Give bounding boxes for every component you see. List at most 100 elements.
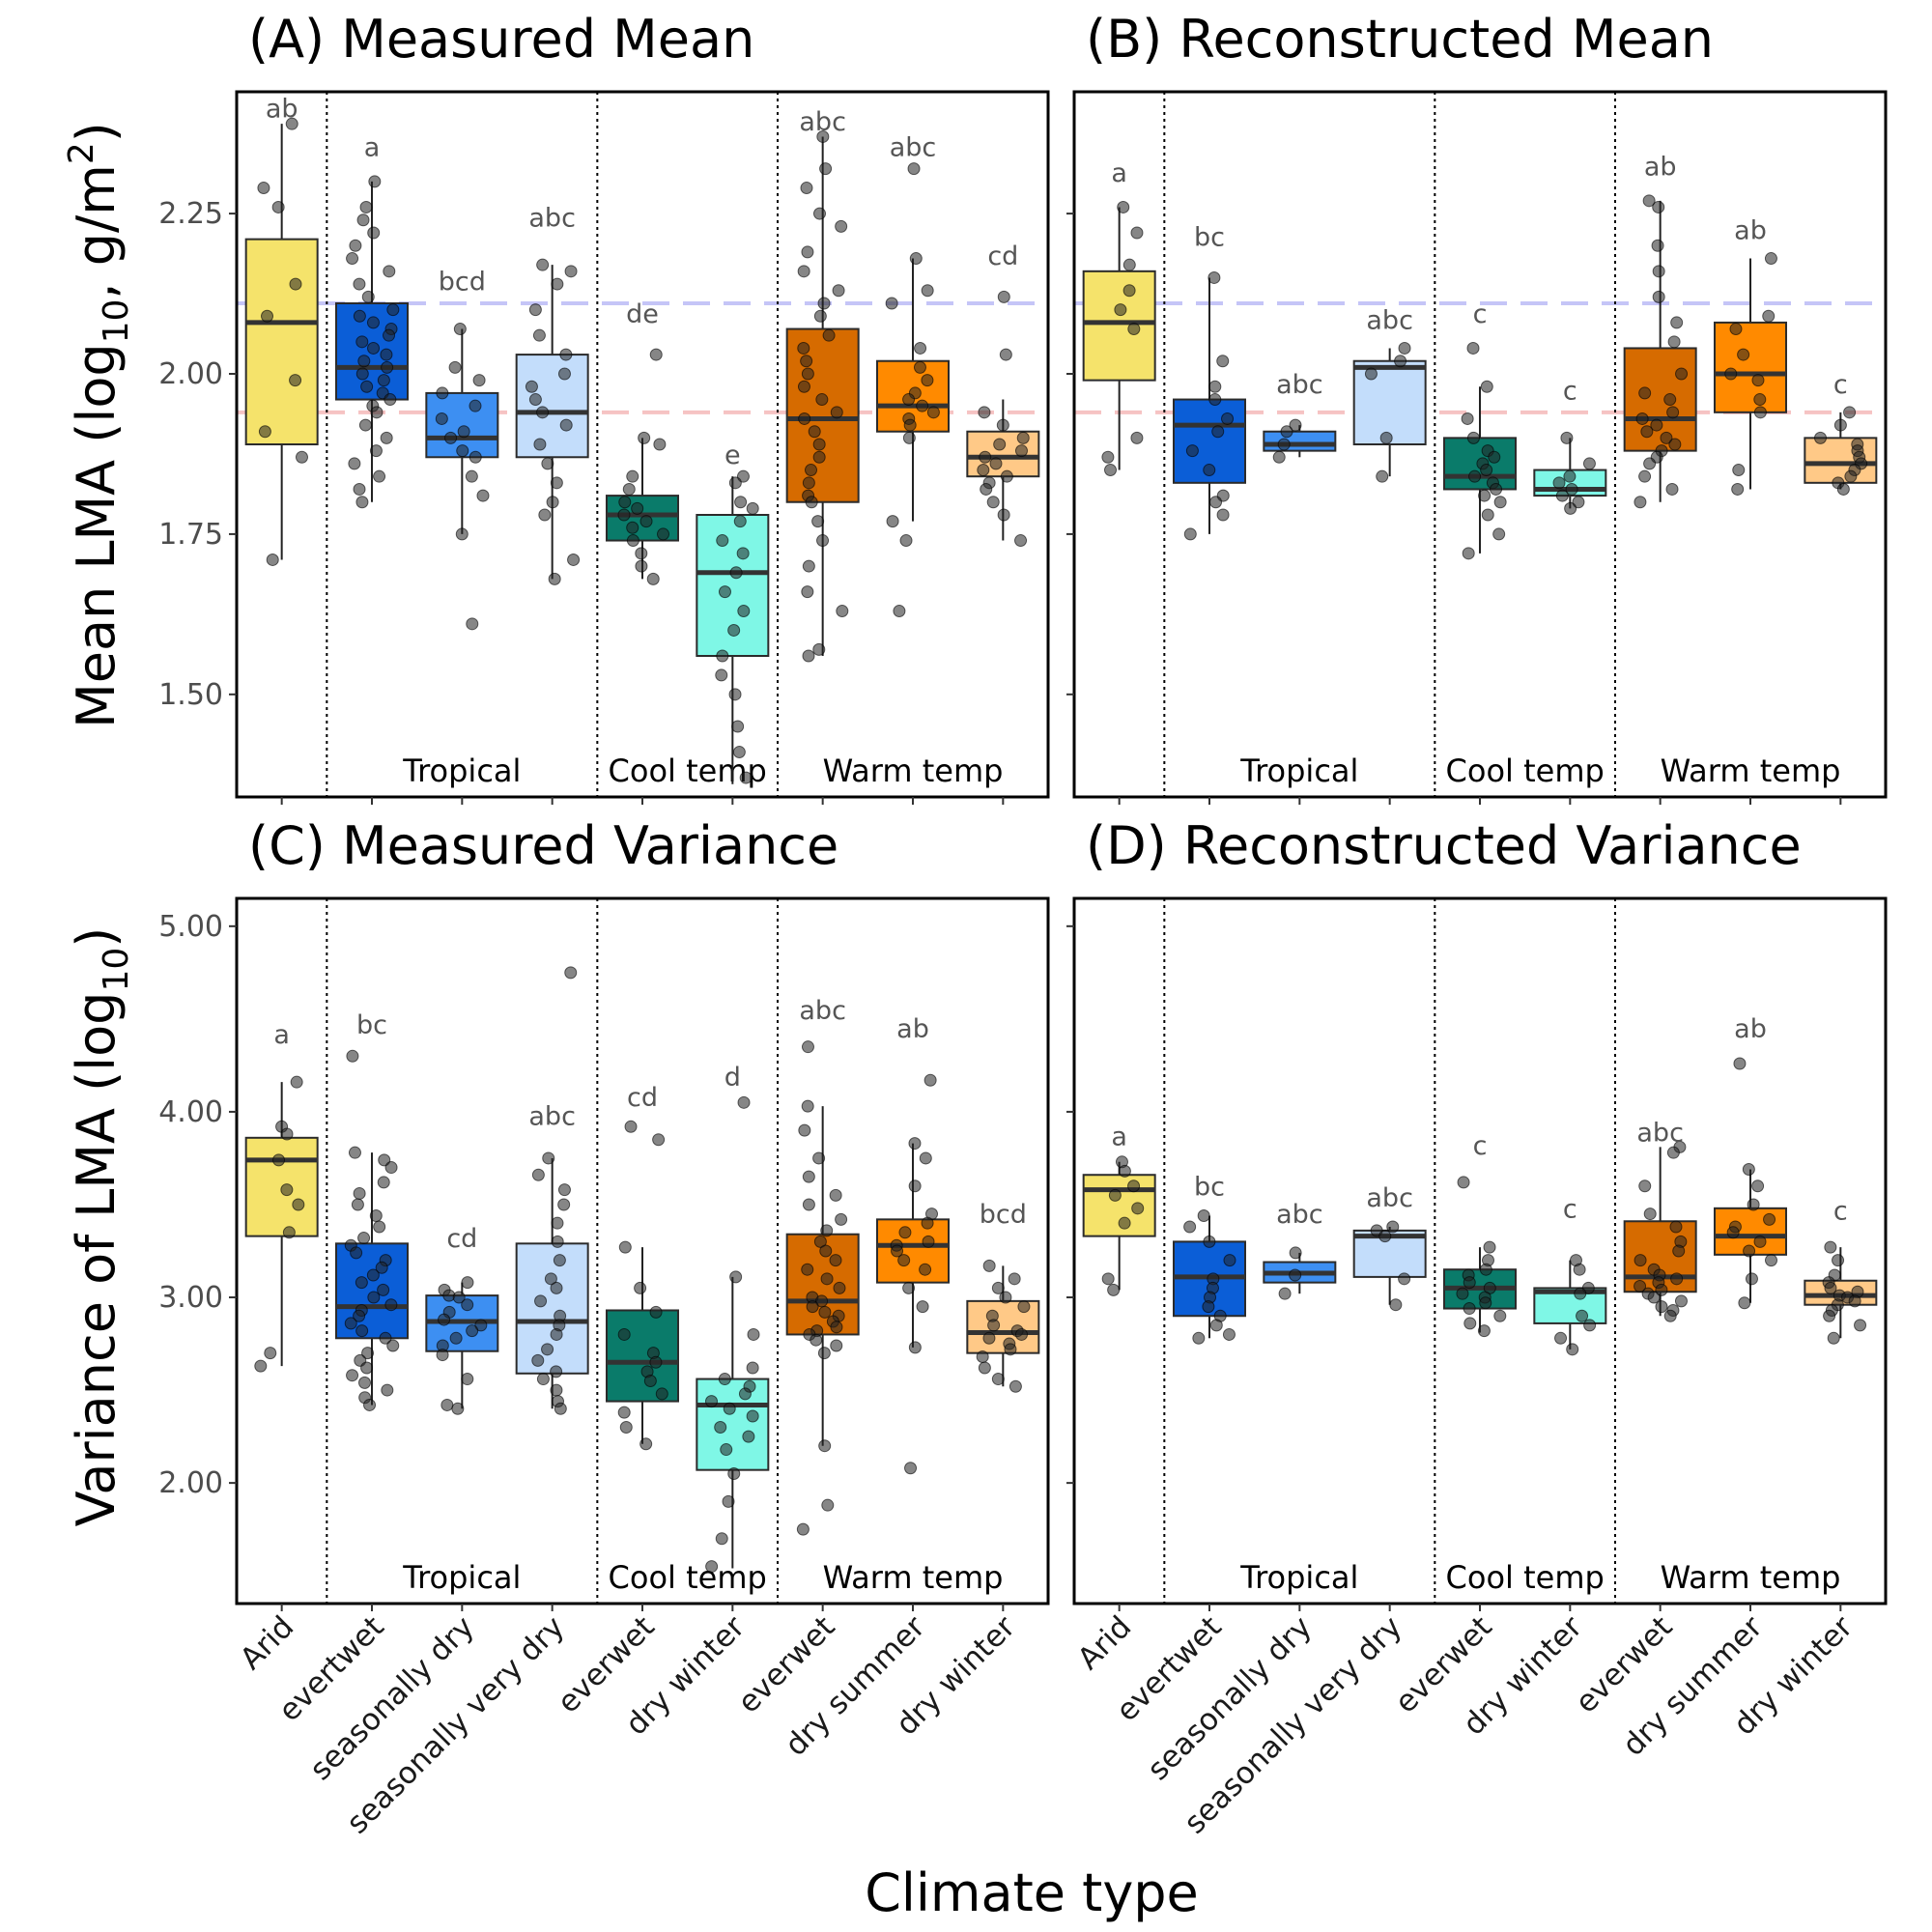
- data-point: [801, 1099, 814, 1113]
- significance-letter: bc: [1194, 1172, 1225, 1202]
- group-label: Cool temp: [609, 753, 767, 789]
- data-point: [1376, 469, 1389, 483]
- data-point: [358, 1376, 372, 1389]
- data-point: [835, 1212, 848, 1226]
- data-point: [718, 585, 731, 599]
- data-point: [349, 239, 362, 252]
- data-point: [368, 175, 382, 188]
- data-point: [921, 284, 934, 298]
- data-point: [798, 1123, 811, 1137]
- data-point: [800, 355, 813, 368]
- data-point: [533, 438, 547, 451]
- data-point: [908, 1179, 922, 1193]
- panel-c: (C) Measured Variance Tropical Cool temp Wa…: [158, 815, 1050, 1841]
- significance-letter: c: [1833, 1196, 1848, 1226]
- data-point: [1208, 393, 1222, 407]
- data-point: [366, 1268, 380, 1282]
- significance-letter: bc: [356, 1010, 387, 1040]
- data-point: [816, 534, 830, 548]
- data-point: [348, 1146, 361, 1159]
- category-label: seasonally dry: [1141, 1609, 1319, 1787]
- data-point: [729, 566, 743, 580]
- y-axis-title-top: Mean LMA (log10, g/m2): [62, 122, 136, 728]
- data-point: [271, 200, 285, 213]
- significance-letter: bcd: [980, 1200, 1027, 1230]
- data-point: [1394, 355, 1407, 368]
- panel-title: (A) Measured Mean: [248, 9, 754, 70]
- data-point: [377, 374, 390, 387]
- data-point: [891, 1244, 904, 1258]
- data-point: [366, 316, 380, 329]
- y-axis-title-top-sub: 10: [97, 299, 136, 344]
- data-point: [720, 1443, 733, 1457]
- data-point: [1386, 1220, 1400, 1234]
- significance-letter: c: [1473, 299, 1488, 329]
- group-label: Tropical: [402, 1559, 521, 1596]
- data-point: [1211, 425, 1225, 439]
- significance-letter: ab: [1734, 1014, 1767, 1044]
- data-point: [541, 1343, 554, 1356]
- data-point: [982, 1259, 996, 1272]
- data-point: [1008, 1272, 1021, 1286]
- data-point: [295, 450, 308, 464]
- data-point: [1848, 1294, 1861, 1308]
- data-point: [1753, 1235, 1767, 1248]
- data-point: [344, 1317, 357, 1330]
- data-point: [353, 1309, 366, 1322]
- data-point: [557, 367, 571, 381]
- data-point: [1668, 438, 1682, 451]
- data-point: [649, 1305, 663, 1319]
- data-point: [801, 1263, 814, 1276]
- data-point: [643, 1374, 657, 1387]
- data-point: [282, 1226, 296, 1239]
- data-point: [796, 1522, 810, 1536]
- data-point: [367, 341, 381, 355]
- data-point: [1560, 431, 1574, 444]
- data-point: [1742, 1162, 1755, 1176]
- data-point: [272, 1153, 286, 1167]
- data-point: [532, 328, 546, 342]
- box: [515, 354, 589, 459]
- data-point: [461, 1298, 474, 1312]
- data-point: [557, 1198, 571, 1211]
- significance-letter: cd: [446, 1224, 477, 1254]
- data-point: [1634, 1280, 1647, 1293]
- data-point: [360, 1361, 374, 1375]
- data-point: [732, 746, 746, 759]
- data-point: [280, 1183, 294, 1197]
- data-point: [1762, 309, 1776, 323]
- y-tick-label: 1.50: [158, 678, 223, 712]
- data-point: [266, 553, 279, 566]
- data-point: [718, 1373, 731, 1386]
- data-point: [1127, 1179, 1141, 1193]
- data-point: [384, 393, 397, 407]
- data-point: [289, 277, 302, 291]
- data-point: [1643, 457, 1657, 470]
- data-point: [557, 1183, 571, 1197]
- data-point: [461, 1373, 474, 1386]
- data-point: [1481, 508, 1494, 522]
- group-label: Warm temp: [823, 753, 1004, 789]
- data-point: [618, 496, 632, 509]
- panel-a: (A) Measured Mean Tropical Cool temp Warm t…: [158, 9, 1050, 805]
- data-point: [384, 1298, 398, 1312]
- data-point: [811, 515, 825, 528]
- category-label: Arid: [1071, 1609, 1138, 1676]
- data-point: [373, 1220, 386, 1234]
- data-point: [802, 1198, 815, 1211]
- data-point: [1583, 1319, 1597, 1332]
- significance-letter: ab: [266, 95, 298, 125]
- data-point: [638, 431, 651, 444]
- data-point: [812, 1151, 826, 1165]
- data-point: [736, 547, 750, 560]
- data-point: [550, 1383, 563, 1397]
- significance-letter: c: [1833, 370, 1848, 400]
- data-point: [1017, 1300, 1031, 1314]
- data-point: [821, 1498, 835, 1512]
- data-point: [916, 399, 929, 412]
- data-point: [435, 412, 448, 425]
- data-point: [476, 489, 490, 502]
- data-point: [722, 1494, 735, 1508]
- box: [876, 1218, 950, 1284]
- data-point: [1747, 1198, 1760, 1211]
